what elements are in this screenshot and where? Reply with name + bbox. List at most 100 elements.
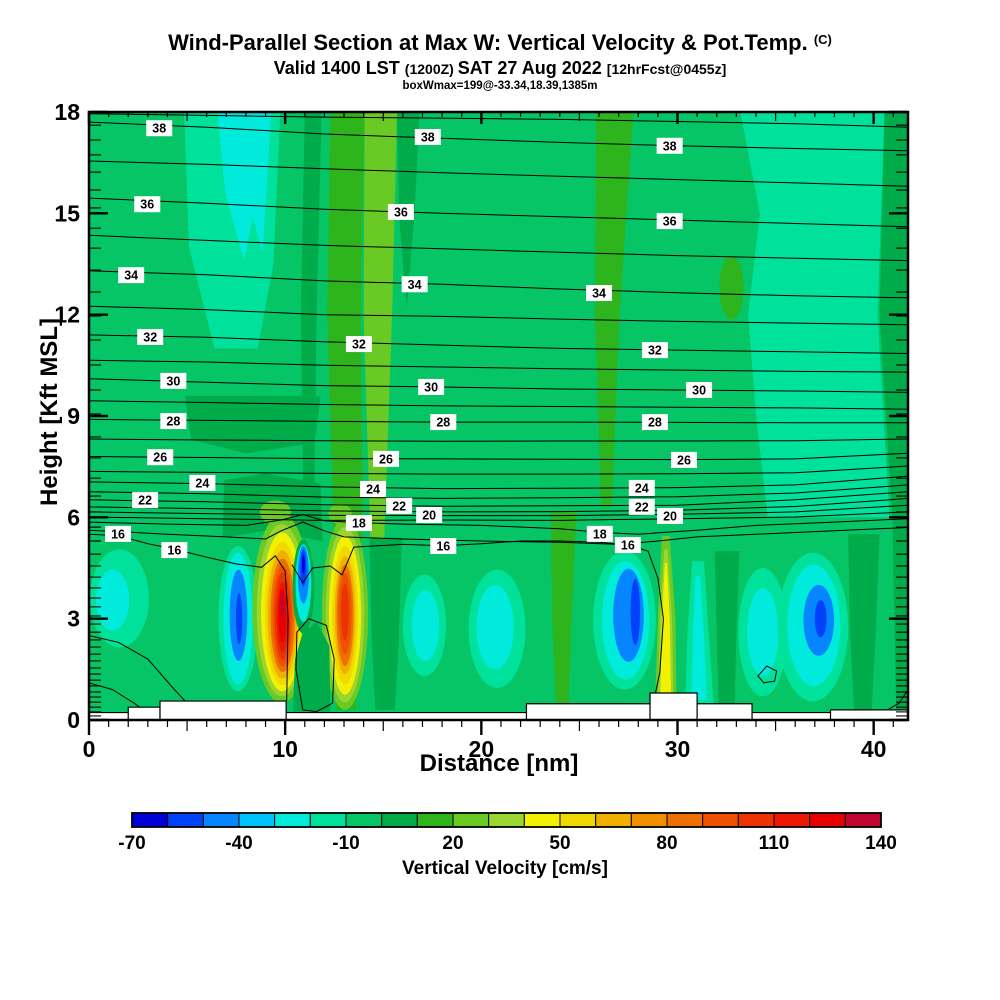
velocity-region (879, 112, 908, 710)
contour-label: 18 (352, 517, 366, 531)
isentrope-line (89, 270, 908, 299)
colorbar-segment (238, 812, 276, 828)
velocity-region (814, 600, 827, 638)
contour-label-box (657, 507, 684, 524)
contour-label: 30 (166, 374, 180, 388)
contour-label: 34 (592, 287, 606, 301)
x-axis-title: Distance [nm] (419, 750, 579, 777)
velocity-region (747, 588, 779, 677)
colorbar-segment (381, 812, 418, 828)
velocity-region (235, 593, 243, 645)
contour-label-box (414, 128, 441, 145)
contour-label-box (401, 276, 428, 293)
contour-label: 32 (143, 330, 157, 344)
contour-label: 38 (152, 122, 166, 136)
y-tick-label: 12 (54, 302, 80, 328)
colorbar-segment (202, 812, 240, 828)
contour-label: 38 (663, 139, 677, 153)
contour-label: 36 (394, 205, 408, 219)
isentrope-closed-contour (295, 618, 335, 713)
velocity-region (660, 562, 672, 704)
y-tick-label: 18 (54, 99, 80, 125)
contour-label: 30 (692, 383, 706, 397)
contour-label-box (656, 213, 683, 230)
x-tick-label: 20 (469, 736, 495, 762)
velocity-region (848, 534, 880, 710)
contour-label: 16 (621, 539, 635, 553)
colorbar-segment (167, 812, 204, 828)
contour-label: 26 (677, 453, 691, 467)
velocity-region (185, 395, 321, 454)
title-unit: (C) (813, 32, 832, 47)
velocity-fill-layer (89, 112, 908, 720)
valid-time-lst: Valid 1400 LST (273, 58, 405, 78)
contour-label: 24 (195, 476, 209, 490)
isentrope-line (89, 475, 908, 490)
colorbar-segment (737, 812, 775, 828)
contour-label-box (586, 525, 613, 542)
contour-label: 16 (111, 527, 125, 541)
velocity-region (95, 569, 130, 631)
terrain-block (127, 706, 161, 720)
contour-label-box (656, 137, 683, 154)
colorbar-segment (666, 812, 704, 828)
x-tick-label: 30 (665, 736, 691, 762)
page-title: Wind-Parallel Section at Max W: Vertical… (0, 30, 1000, 56)
isentrope-layer (89, 113, 908, 713)
isentrope-line (89, 378, 908, 393)
velocity-region (691, 576, 707, 700)
isentrope-line (89, 438, 908, 442)
contour-label: 36 (140, 198, 154, 212)
contour-label-box (670, 451, 697, 468)
isentrope-line (89, 418, 908, 424)
isentrope-line (89, 452, 908, 461)
contour-label-box (614, 537, 641, 554)
contour-label-box (430, 414, 457, 431)
colorbar-tick-label: 50 (549, 833, 570, 854)
velocity-region (280, 592, 284, 618)
isentrope-line (89, 160, 908, 187)
contour-label-box (105, 525, 132, 542)
contour-label-box (386, 497, 413, 514)
colorbar-segment (452, 812, 490, 828)
contour-label: 34 (124, 269, 138, 283)
isentrope-line (89, 514, 908, 535)
velocity-region (551, 510, 577, 709)
contour-label-box (628, 479, 655, 496)
contour-label-box (418, 378, 445, 395)
contour-label-box (161, 542, 188, 559)
velocity-region (719, 255, 744, 320)
terrain-layer (89, 692, 908, 720)
x-tick-label: 40 (861, 736, 887, 762)
terrain-block (829, 709, 908, 720)
colorbar-tick-label: 20 (442, 833, 463, 854)
isentrope-line (89, 533, 289, 702)
contour-label-box (686, 381, 713, 398)
contour-label: 16 (167, 544, 181, 558)
x-tick-label: 0 (83, 736, 96, 762)
colorbar-tick-label: -10 (332, 833, 359, 854)
x-axis: 0 10 20 30 40 (83, 112, 894, 762)
colorbar-tick-label: 140 (865, 833, 897, 854)
contour-label-box (160, 413, 187, 430)
contour-label-box (345, 515, 372, 532)
isentrope-line (89, 491, 908, 507)
isentrope-line (89, 197, 908, 228)
contour-label-box (160, 372, 187, 389)
colorbar-tick-label: 110 (759, 833, 790, 854)
contour-label: 18 (593, 527, 607, 541)
velocity-region (595, 112, 634, 508)
colorbar-segment (773, 812, 811, 828)
colorbar-segment (809, 812, 846, 828)
contour-label: 22 (392, 499, 406, 513)
isentrope-line (89, 484, 908, 499)
terrain-block (525, 703, 651, 720)
colorbar-segment (488, 812, 525, 828)
x-tick-label: 10 (272, 736, 298, 762)
isentrope-line (89, 305, 908, 326)
contour-label-box (430, 538, 457, 555)
colorbar-tick-label: -40 (225, 833, 252, 854)
valid-time-subtitle: Valid 1400 LST (1200Z) SAT 27 Aug 2022 [… (0, 58, 1000, 79)
isentrope-line (89, 635, 186, 702)
